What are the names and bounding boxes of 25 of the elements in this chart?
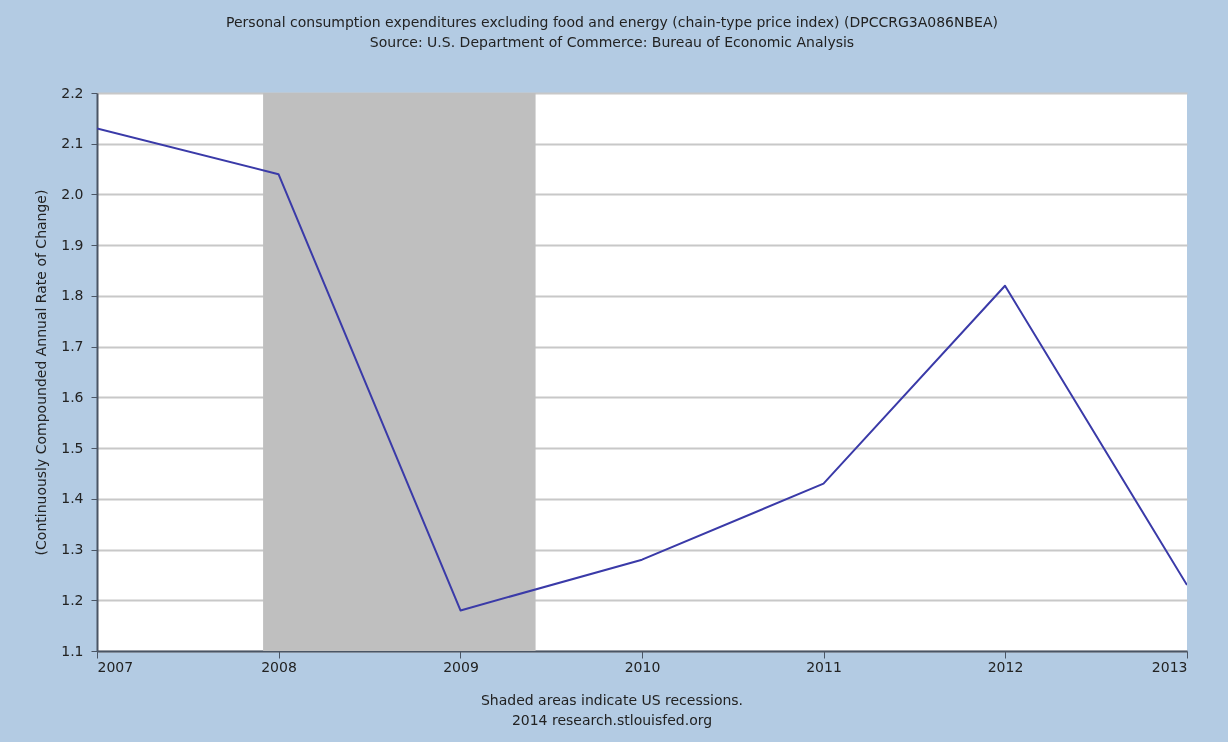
y-tick-label: 1.8 xyxy=(61,287,84,304)
x-tick-label: 2013 xyxy=(1151,658,1188,675)
y-tick-label: 2.2 xyxy=(61,84,84,101)
y-tick-label: 1.9 xyxy=(61,236,84,253)
y-tick-label: 1.7 xyxy=(61,338,84,355)
text: 2014 research.stlouisfed.org xyxy=(511,712,713,728)
chart-subtitle: Source: U.S. Department of Commerce: Bureau of Economic Analysis xyxy=(369,34,855,50)
line-series xyxy=(97,127,1187,612)
x-tick-label: 2010 xyxy=(624,658,661,675)
chart-title: Personal consumption expenditures excluding food and energy (chain-type price index) (DPCCRG3A086NBEA) xyxy=(226,14,998,30)
y-tick-label: 1.4 xyxy=(61,490,84,507)
y-tick-label: 1.2 xyxy=(61,591,84,608)
x-tick-label: 2008 xyxy=(261,658,297,675)
y-axis-title: (Continuously Compounded Annual Rate of Change) xyxy=(33,189,50,556)
x-tick-label: 2011 xyxy=(806,658,842,675)
y-tick-label: 1.6 xyxy=(61,388,84,405)
x-tick-label: 2009 xyxy=(443,658,479,675)
text: Shaded areas indicate US recessions. xyxy=(480,692,744,708)
x-tick-label: 2007 xyxy=(97,658,134,675)
x-tick-label: 2012 xyxy=(987,658,1024,675)
y-tick-label: 1.5 xyxy=(61,439,84,456)
y-tick-label: 1.3 xyxy=(61,541,84,558)
y-tick-label: 2.1 xyxy=(61,135,84,152)
y-tick-label: 2.0 xyxy=(61,185,84,202)
y-tick-label: 1.1 xyxy=(61,642,84,659)
